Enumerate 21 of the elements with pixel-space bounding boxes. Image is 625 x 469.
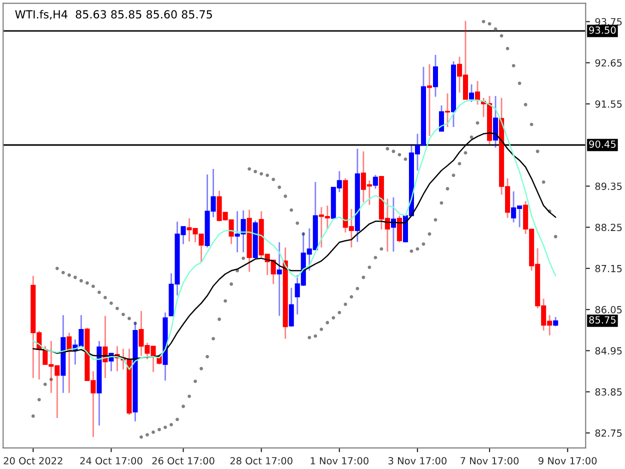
x-tick-label: 3 Nov 17:00 xyxy=(388,457,447,464)
y-tick-label: 92.65 xyxy=(595,59,622,67)
x-tick-label: 7 Nov 17:00 xyxy=(460,457,519,464)
y-tick-label: 88.25 xyxy=(595,224,622,232)
x-tick-label: 9 Nov 17:00 xyxy=(538,457,597,464)
text: 85.75 xyxy=(589,316,616,324)
ref-line-label: 90.45 xyxy=(589,140,616,148)
text: WTI.fs,H4 85.63 85.85 85.60 85.75 xyxy=(15,10,212,20)
x-tick-label: 20 Oct 2022 xyxy=(4,457,62,464)
x-tick-label: 1 Nov 17:00 xyxy=(310,457,368,464)
ref-line-label: 93.50 xyxy=(589,26,616,34)
y-tick-label: 91.55 xyxy=(595,100,622,108)
x-tick-label: 24 Oct 17:00 xyxy=(80,457,142,464)
y-tick-label: 86.05 xyxy=(595,306,622,314)
y-tick-label: 83.85 xyxy=(595,388,622,396)
y-tick-label: 82.75 xyxy=(595,429,622,437)
x-tick-label: 28 Oct 17:00 xyxy=(230,457,292,464)
y-tick-label: 89.35 xyxy=(595,182,622,190)
y-tick-label: 87.15 xyxy=(595,264,622,272)
x-tick-label: 26 Oct 17:00 xyxy=(152,457,214,464)
y-tick-label: 84.95 xyxy=(595,347,622,355)
